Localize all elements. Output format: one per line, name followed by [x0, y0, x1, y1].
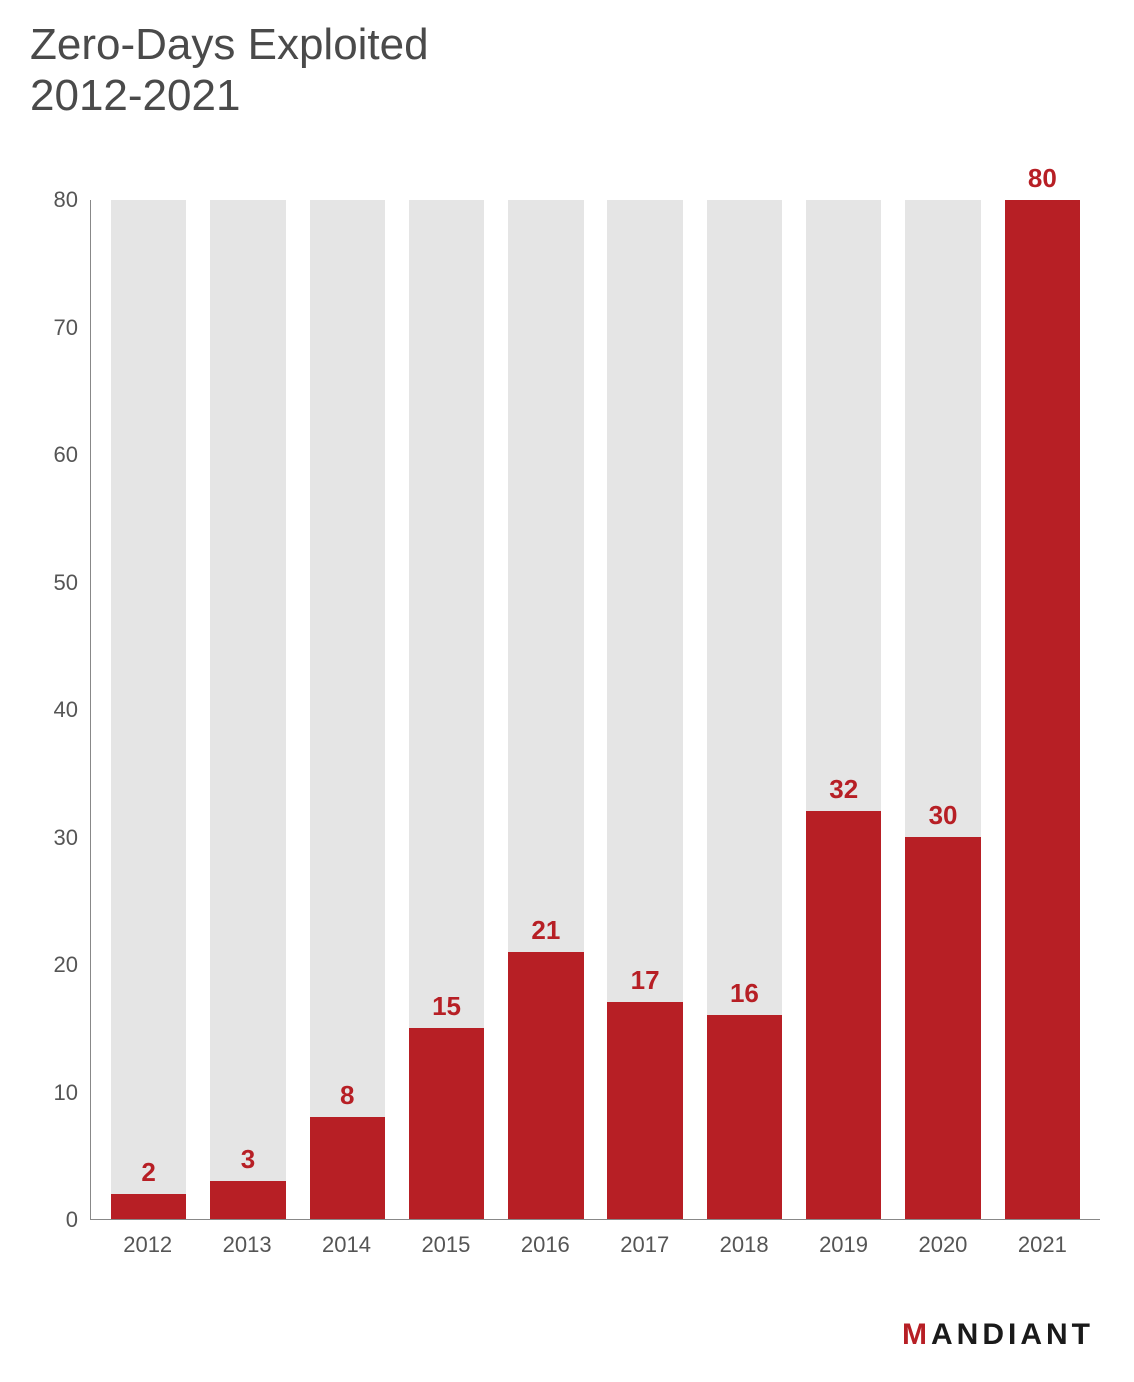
bar-track: 16	[707, 200, 782, 1219]
bar-slot: 8	[298, 200, 397, 1219]
bar-slot: 3	[198, 200, 297, 1219]
bar-fill	[111, 1194, 186, 1219]
bar-fill	[508, 952, 583, 1219]
bar-value-label: 30	[905, 800, 980, 831]
x-tick-label: 2013	[197, 1220, 296, 1280]
x-tick-label: 2018	[694, 1220, 793, 1280]
y-tick-label: 70	[54, 315, 78, 341]
bar-background	[111, 200, 186, 1219]
bar-fill	[1005, 200, 1080, 1219]
title-line-1: Zero-Days Exploited	[30, 20, 429, 71]
y-tick-label: 0	[66, 1207, 78, 1233]
bar-fill	[409, 1028, 484, 1219]
y-axis-ticks: 01020304050607080	[30, 200, 90, 1220]
x-tick-label: 2016	[496, 1220, 595, 1280]
bar-value-label: 15	[409, 991, 484, 1022]
bar-fill	[310, 1117, 385, 1219]
bar-value-label: 2	[111, 1157, 186, 1188]
bar-track: 8	[310, 200, 385, 1219]
bar-background	[310, 200, 385, 1219]
bar-fill	[707, 1015, 782, 1219]
bars-container: 23 8 15 21 17 16 32 30 80	[91, 200, 1100, 1219]
bar-track: 2	[111, 200, 186, 1219]
bar-chart: 0 10 20 30 40 50 60 70 80 23 8 15 21 17 16 32 30 80 2012…	[30, 200, 1110, 1280]
title-line-2: 2012-2021	[30, 71, 429, 122]
bar-track: 17	[607, 200, 682, 1219]
bar-track: 3	[210, 200, 285, 1219]
bar-track: 32	[806, 200, 881, 1219]
y-tick-label: 30	[54, 825, 78, 851]
brand-rest: ANDIANT	[931, 1318, 1094, 1351]
bar-slot: 16	[695, 200, 794, 1219]
bar-slot: 15	[397, 200, 496, 1219]
bar-slot: 2	[99, 200, 198, 1219]
y-tick-label: 50	[54, 570, 78, 596]
x-tick-label: 2017	[595, 1220, 694, 1280]
bar-value-label: 32	[806, 774, 881, 805]
y-tick-label: 40	[54, 697, 78, 723]
bar-track: 30	[905, 200, 980, 1219]
bar-background	[210, 200, 285, 1219]
plot-area: 23 8 15 21 17 16 32 30 80	[90, 200, 1100, 1220]
x-tick-label: 2014	[297, 1220, 396, 1280]
bar-fill	[905, 837, 980, 1219]
bar-slot: 17	[595, 200, 694, 1219]
brand-logo: MANDIANT	[902, 1318, 1094, 1352]
brand-accent-letter: M	[902, 1318, 931, 1351]
x-axis-ticks: 2012201320142015201620172018201920202021	[90, 1220, 1100, 1280]
chart-title: Zero-Days Exploited 2012-2021	[30, 20, 429, 121]
bar-track: 21	[508, 200, 583, 1219]
bar-track: 15	[409, 200, 484, 1219]
y-tick-label: 20	[54, 952, 78, 978]
bar-slot: 30	[893, 200, 992, 1219]
bar-value-label: 3	[210, 1144, 285, 1175]
bar-track: 80	[1005, 200, 1080, 1219]
y-tick-label: 60	[54, 442, 78, 468]
y-tick-label: 80	[54, 187, 78, 213]
x-tick-label: 2015	[396, 1220, 495, 1280]
bar-value-label: 17	[607, 965, 682, 996]
bar-value-label: 16	[707, 978, 782, 1009]
bar-value-label: 8	[310, 1080, 385, 1111]
bar-fill	[210, 1181, 285, 1219]
bar-fill	[607, 1002, 682, 1219]
bar-value-label: 80	[1005, 163, 1080, 194]
bar-slot: 80	[993, 200, 1092, 1219]
bar-value-label: 21	[508, 915, 583, 946]
x-tick-label: 2020	[893, 1220, 992, 1280]
bar-fill	[806, 811, 881, 1219]
x-tick-label: 2012	[98, 1220, 197, 1280]
bar-slot: 21	[496, 200, 595, 1219]
bar-slot: 32	[794, 200, 893, 1219]
y-tick-label: 10	[54, 1080, 78, 1106]
x-tick-label: 2019	[794, 1220, 893, 1280]
x-tick-label: 2021	[993, 1220, 1092, 1280]
